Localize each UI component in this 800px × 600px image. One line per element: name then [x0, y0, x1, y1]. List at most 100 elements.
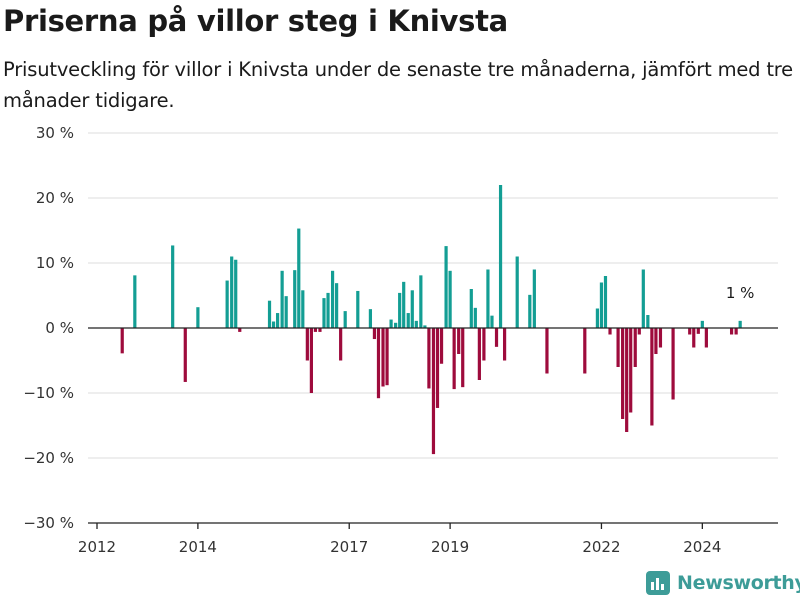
bar: [473, 307, 477, 328]
bar: [637, 328, 641, 335]
bar: [225, 280, 229, 328]
bar: [528, 294, 532, 328]
y-tick-label: 0 %: [45, 319, 74, 337]
bar: [633, 328, 637, 367]
bar: [457, 328, 461, 354]
bar: [603, 276, 608, 328]
bar: [490, 315, 494, 328]
bar: [343, 311, 347, 328]
bar: [671, 328, 675, 400]
y-tick-label: −10 %: [23, 384, 74, 402]
bar: [448, 270, 452, 328]
bar: [654, 328, 658, 354]
bar: [402, 281, 406, 328]
y-tick-label: 10 %: [36, 254, 74, 272]
bar: [599, 282, 604, 328]
bar: [234, 259, 238, 328]
bar: [608, 328, 612, 335]
bar: [305, 328, 309, 361]
x-tick-label: 2017: [330, 538, 368, 556]
bar: [439, 328, 444, 364]
bar: [309, 328, 313, 393]
bar: [394, 322, 398, 328]
bar: [322, 298, 326, 328]
bar: [293, 270, 297, 328]
bar: [532, 269, 536, 328]
bar: [313, 328, 318, 332]
bar: [339, 328, 343, 361]
bar: [427, 328, 431, 389]
bar: [616, 328, 620, 367]
y-tick-label: 20 %: [36, 189, 74, 207]
bar: [171, 245, 175, 328]
chart-subtitle: Prisutveckling för villor i Knivsta unde…: [3, 58, 793, 112]
bar: [183, 328, 187, 382]
bar: [650, 328, 654, 426]
bar: [729, 328, 734, 335]
data-label-latest: 1 %: [726, 284, 755, 302]
bar: [301, 290, 305, 328]
bar: [545, 328, 549, 374]
bar: [734, 328, 738, 335]
bar: [133, 275, 137, 328]
x-tick-label: 2022: [582, 538, 620, 556]
bar: [284, 296, 288, 328]
bar: [704, 328, 708, 348]
bar: [583, 328, 587, 374]
bar: [398, 292, 402, 328]
bar: [621, 328, 625, 419]
bar: [482, 328, 486, 361]
bar: [238, 328, 242, 332]
bar: [477, 328, 481, 380]
bar: [267, 300, 272, 328]
bar: [196, 307, 200, 328]
bar: [368, 309, 373, 328]
bar: [486, 269, 490, 328]
bar: [498, 185, 503, 328]
bar: [280, 270, 284, 328]
bar: [318, 328, 322, 332]
bar: [419, 275, 423, 328]
bar: [738, 320, 742, 328]
bar: [658, 328, 663, 348]
bar: [700, 320, 704, 328]
x-tick-label: 2019: [431, 538, 469, 556]
y-tick-label: −30 %: [23, 514, 74, 532]
bar: [461, 328, 465, 388]
bar: [230, 256, 234, 328]
y-tick-label: −20 %: [23, 449, 74, 467]
bar: [406, 313, 410, 328]
bar: [692, 328, 696, 348]
bar: [326, 292, 330, 328]
bar: [275, 313, 280, 328]
bar: [297, 228, 301, 328]
x-tick-label: 2024: [683, 538, 721, 556]
bar: [502, 328, 507, 361]
bar: [423, 325, 427, 328]
newsworthy-logo-text: Newsworthy: [677, 572, 800, 594]
bar: [452, 328, 456, 390]
bar: [444, 246, 448, 328]
bar: [625, 328, 629, 432]
bar: [410, 290, 414, 328]
bar: [688, 328, 692, 335]
bar: [414, 320, 418, 328]
bar: [381, 328, 385, 387]
bar: [385, 328, 389, 386]
bar: [641, 269, 645, 328]
y-tick-label: 30 %: [36, 124, 74, 142]
chart-title: Priserna på villor steg i Knivsta: [3, 4, 508, 38]
bar: [494, 328, 499, 347]
x-tick-label: 2012: [78, 538, 116, 556]
bar: [515, 256, 519, 328]
bar: [120, 328, 124, 354]
x-tick-label: 2014: [179, 538, 217, 556]
bar: [389, 319, 393, 328]
bar: [629, 328, 633, 413]
bar: [435, 328, 440, 408]
bar: [335, 283, 339, 328]
bar: [469, 289, 473, 328]
bar: [696, 328, 700, 334]
bar: [376, 328, 381, 399]
